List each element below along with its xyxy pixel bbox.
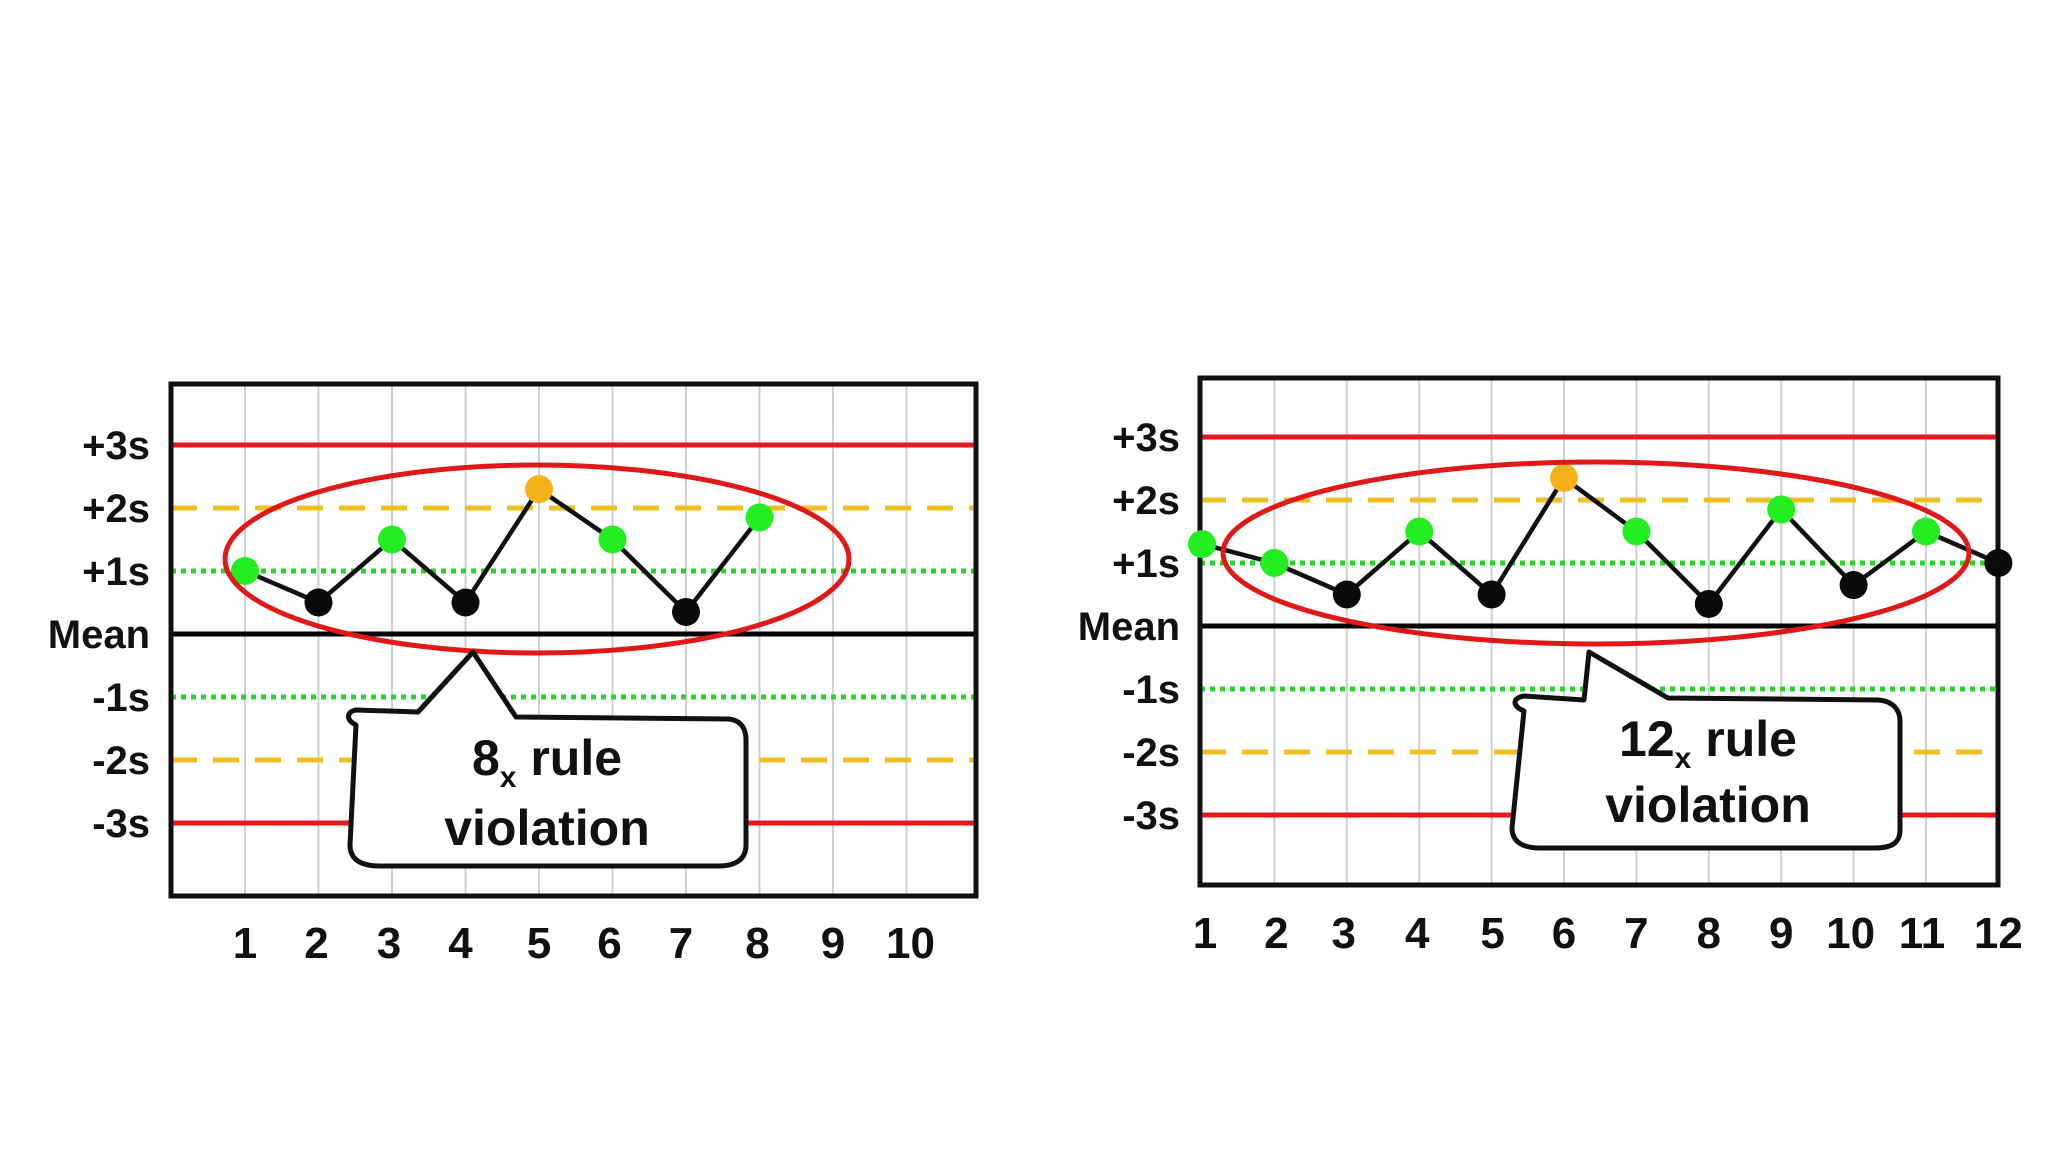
y-level-label: +3s xyxy=(82,424,150,468)
y-level-label: -2s xyxy=(1122,731,1180,775)
plot-frame xyxy=(1197,375,2001,888)
data-point xyxy=(1767,495,1796,524)
data-point xyxy=(745,503,774,532)
data-point xyxy=(1477,580,1506,609)
x-tick-label: 9 xyxy=(1769,909,1793,958)
x-tick-label: 2 xyxy=(1264,909,1288,958)
plot-frame xyxy=(168,381,979,899)
data-point xyxy=(1839,571,1868,600)
x-tick-label: 9 xyxy=(821,919,845,968)
x-tick-label: 6 xyxy=(597,919,621,968)
x-tick-label: 4 xyxy=(448,919,473,968)
y-level-label: +1s xyxy=(1112,542,1180,586)
y-level-label: +3s xyxy=(1112,416,1180,460)
x-tick-label: 12 xyxy=(1974,909,2023,958)
data-point xyxy=(1984,549,2013,577)
data-point xyxy=(1188,530,1216,559)
y-level-label: +1s xyxy=(82,550,150,594)
data-point xyxy=(1332,580,1361,609)
x-tick-label: 5 xyxy=(1480,909,1504,958)
y-level-label: +2s xyxy=(1112,479,1180,523)
y-level-label: -3s xyxy=(92,802,150,846)
data-series-line xyxy=(244,486,762,615)
x-tick-label: 4 xyxy=(1405,909,1430,958)
data-point xyxy=(231,557,259,585)
data-point xyxy=(1694,589,1723,618)
x-tick-label: 3 xyxy=(1332,909,1356,958)
callout-bubble xyxy=(1509,649,1903,851)
x-tick-label: 8 xyxy=(1697,909,1721,958)
x-tick-label: 7 xyxy=(669,919,693,968)
violation-ellipse xyxy=(1220,459,1972,647)
callout-line1: 8x rule xyxy=(472,730,622,794)
data-point xyxy=(525,475,553,504)
callout-subscript: x xyxy=(500,761,517,794)
x-tick-label: 3 xyxy=(377,919,401,968)
x-tick-label: 2 xyxy=(304,919,328,968)
y-level-label: -1s xyxy=(92,676,150,720)
x-tick-label: 7 xyxy=(1624,909,1648,958)
x-tick-label: 1 xyxy=(233,919,257,968)
callout-number: 12 xyxy=(1619,711,1675,767)
y-level-label: -1s xyxy=(1122,668,1180,712)
data-series-line xyxy=(1201,475,2000,607)
x-tick-label: 10 xyxy=(886,919,935,968)
y-level-label: -2s xyxy=(92,739,150,783)
data-point xyxy=(598,525,627,554)
callout-line2: violation xyxy=(1605,777,1811,833)
callout-line2: violation xyxy=(444,800,650,856)
data-point xyxy=(378,525,406,554)
data-point xyxy=(1550,463,1578,492)
callout-subscript: x xyxy=(1675,742,1692,775)
callout-rule-word: rule xyxy=(1691,711,1797,767)
x-tick-label: 1 xyxy=(1193,909,1217,958)
y-level-label: +2s xyxy=(82,487,150,531)
y-level-label: Mean xyxy=(1078,605,1180,649)
data-point xyxy=(1405,517,1434,546)
data-point xyxy=(1912,517,1940,546)
data-point xyxy=(1622,517,1651,546)
x-tick-label: 6 xyxy=(1552,909,1576,958)
callout-rule-word: rule xyxy=(516,730,622,786)
data-point xyxy=(672,597,700,626)
violation-ellipse xyxy=(222,462,852,656)
callout-bubble xyxy=(346,649,749,869)
x-tick-label: 10 xyxy=(1826,909,1875,958)
data-point xyxy=(304,588,333,617)
callout-line1: 12x rule xyxy=(1619,711,1797,775)
x-tick-label: 8 xyxy=(745,919,769,968)
y-level-label: -3s xyxy=(1122,794,1180,838)
callout-number: 8 xyxy=(472,730,500,786)
data-point xyxy=(451,588,480,617)
x-tick-label: 11 xyxy=(1899,909,1946,958)
x-tick-label: 5 xyxy=(527,919,551,968)
data-point xyxy=(1260,549,1289,577)
y-level-label: Mean xyxy=(48,613,150,657)
